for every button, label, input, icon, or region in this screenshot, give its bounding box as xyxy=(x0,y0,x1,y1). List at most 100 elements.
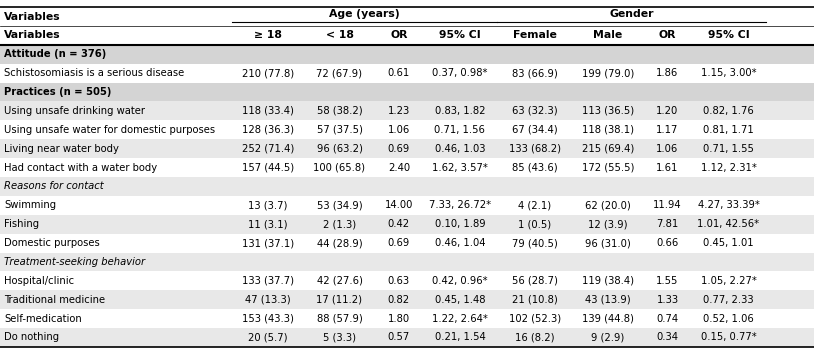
Text: Male: Male xyxy=(593,30,623,40)
Text: 0.71, 1.56: 0.71, 1.56 xyxy=(435,125,485,135)
Text: Do nothing: Do nothing xyxy=(4,332,59,342)
Text: Hospital/clinic: Hospital/clinic xyxy=(4,276,74,286)
Text: 0.81, 1.71: 0.81, 1.71 xyxy=(703,125,754,135)
Bar xyxy=(0,120,814,139)
Text: 7.81: 7.81 xyxy=(656,219,679,229)
Text: 119 (38.4): 119 (38.4) xyxy=(582,276,634,286)
Text: 0.74: 0.74 xyxy=(656,314,679,324)
Text: 96 (31.0): 96 (31.0) xyxy=(585,238,631,248)
Text: 1.06: 1.06 xyxy=(656,144,679,154)
Text: 0.37, 0.98*: 0.37, 0.98* xyxy=(432,68,488,78)
Text: 1.62, 3.57*: 1.62, 3.57* xyxy=(432,162,488,172)
Text: 157 (44.5): 157 (44.5) xyxy=(242,162,294,172)
Text: Traditional medicine: Traditional medicine xyxy=(4,295,105,305)
Text: 11.94: 11.94 xyxy=(653,200,682,210)
Text: 95% CI: 95% CI xyxy=(439,30,481,40)
Text: OR: OR xyxy=(390,30,408,40)
Text: 1.33: 1.33 xyxy=(656,295,679,305)
Text: 1.86: 1.86 xyxy=(656,68,679,78)
Bar xyxy=(0,252,814,272)
Bar xyxy=(0,139,814,158)
Text: 1.61: 1.61 xyxy=(656,162,679,172)
Text: 5 (3.3): 5 (3.3) xyxy=(323,332,356,342)
Text: 12 (3.9): 12 (3.9) xyxy=(589,219,628,229)
Text: 0.42, 0.96*: 0.42, 0.96* xyxy=(432,276,488,286)
Text: 1.12, 2.31*: 1.12, 2.31* xyxy=(701,162,756,172)
Bar xyxy=(0,290,814,309)
Text: Practices (n = 505): Practices (n = 505) xyxy=(4,87,112,97)
Text: 0.61: 0.61 xyxy=(387,68,410,78)
Text: 1.23: 1.23 xyxy=(387,106,410,116)
Text: 1.17: 1.17 xyxy=(656,125,679,135)
Text: 133 (68.2): 133 (68.2) xyxy=(509,144,561,154)
Text: Using unsafe drinking water: Using unsafe drinking water xyxy=(4,106,145,116)
Text: 133 (37.7): 133 (37.7) xyxy=(242,276,294,286)
Text: 1.55: 1.55 xyxy=(656,276,679,286)
Text: 0.83, 1.82: 0.83, 1.82 xyxy=(435,106,485,116)
Text: 0.46, 1.04: 0.46, 1.04 xyxy=(435,238,485,248)
Text: 4 (2.1): 4 (2.1) xyxy=(519,200,551,210)
Text: 0.42: 0.42 xyxy=(387,219,410,229)
Text: Self-medication: Self-medication xyxy=(4,314,82,324)
Text: 58 (38.2): 58 (38.2) xyxy=(317,106,362,116)
Text: 102 (52.3): 102 (52.3) xyxy=(509,314,561,324)
Text: 4.27, 33.39*: 4.27, 33.39* xyxy=(698,200,759,210)
Text: 16 (8.2): 16 (8.2) xyxy=(515,332,554,342)
Text: Gender: Gender xyxy=(610,9,654,19)
Text: 0.66: 0.66 xyxy=(656,238,679,248)
Text: ≥ 18: ≥ 18 xyxy=(254,30,282,40)
Bar xyxy=(0,158,814,177)
Text: Variables: Variables xyxy=(4,12,61,22)
Text: Domestic purposes: Domestic purposes xyxy=(4,238,100,248)
Text: 21 (10.8): 21 (10.8) xyxy=(512,295,558,305)
Text: 1.06: 1.06 xyxy=(387,125,410,135)
Text: 1.05, 2.27*: 1.05, 2.27* xyxy=(701,276,756,286)
Bar xyxy=(0,215,814,234)
Text: 0.77, 2.33: 0.77, 2.33 xyxy=(703,295,754,305)
Text: 53 (34.9): 53 (34.9) xyxy=(317,200,362,210)
Text: Age (years): Age (years) xyxy=(330,9,400,19)
Text: 118 (38.1): 118 (38.1) xyxy=(582,125,634,135)
Text: OR: OR xyxy=(659,30,676,40)
Text: 2 (1.3): 2 (1.3) xyxy=(323,219,356,229)
Bar xyxy=(0,26,814,45)
Bar xyxy=(0,177,814,196)
Text: 67 (34.4): 67 (34.4) xyxy=(512,125,558,135)
Bar xyxy=(0,45,814,64)
Text: 0.69: 0.69 xyxy=(387,144,410,154)
Text: 14.00: 14.00 xyxy=(385,200,413,210)
Bar xyxy=(0,64,814,82)
Text: 0.69: 0.69 xyxy=(387,238,410,248)
Text: 96 (63.2): 96 (63.2) xyxy=(317,144,362,154)
Text: 1.15, 3.00*: 1.15, 3.00* xyxy=(701,68,756,78)
Text: 118 (33.4): 118 (33.4) xyxy=(242,106,294,116)
Text: 252 (71.4): 252 (71.4) xyxy=(242,144,294,154)
Bar xyxy=(0,272,814,290)
Text: 44 (28.9): 44 (28.9) xyxy=(317,238,362,248)
Text: 153 (43.3): 153 (43.3) xyxy=(242,314,294,324)
Text: 47 (13.3): 47 (13.3) xyxy=(245,295,291,305)
Text: 0.10, 1.89: 0.10, 1.89 xyxy=(435,219,485,229)
Bar xyxy=(0,7,814,26)
Text: Reasons for contact: Reasons for contact xyxy=(4,182,103,192)
Text: 1.22, 2.64*: 1.22, 2.64* xyxy=(432,314,488,324)
Text: 131 (37.1): 131 (37.1) xyxy=(242,238,294,248)
Text: Had contact with a water body: Had contact with a water body xyxy=(4,162,157,172)
Bar xyxy=(0,82,814,102)
Text: 43 (13.9): 43 (13.9) xyxy=(585,295,631,305)
Bar xyxy=(0,309,814,328)
Text: 1.01, 42.56*: 1.01, 42.56* xyxy=(698,219,759,229)
Text: 0.57: 0.57 xyxy=(387,332,410,342)
Text: 11 (3.1): 11 (3.1) xyxy=(248,219,287,229)
Text: 88 (57.9): 88 (57.9) xyxy=(317,314,362,324)
Text: 100 (65.8): 100 (65.8) xyxy=(313,162,365,172)
Text: 199 (79.0): 199 (79.0) xyxy=(582,68,634,78)
Text: 0.45, 1.01: 0.45, 1.01 xyxy=(703,238,754,248)
Text: 1 (0.5): 1 (0.5) xyxy=(519,219,551,229)
Text: 83 (66.9): 83 (66.9) xyxy=(512,68,558,78)
Text: 7.33, 26.72*: 7.33, 26.72* xyxy=(429,200,491,210)
Text: 17 (11.2): 17 (11.2) xyxy=(317,295,362,305)
Text: Variables: Variables xyxy=(4,30,61,40)
Text: 1.80: 1.80 xyxy=(387,314,410,324)
Text: 63 (32.3): 63 (32.3) xyxy=(512,106,558,116)
